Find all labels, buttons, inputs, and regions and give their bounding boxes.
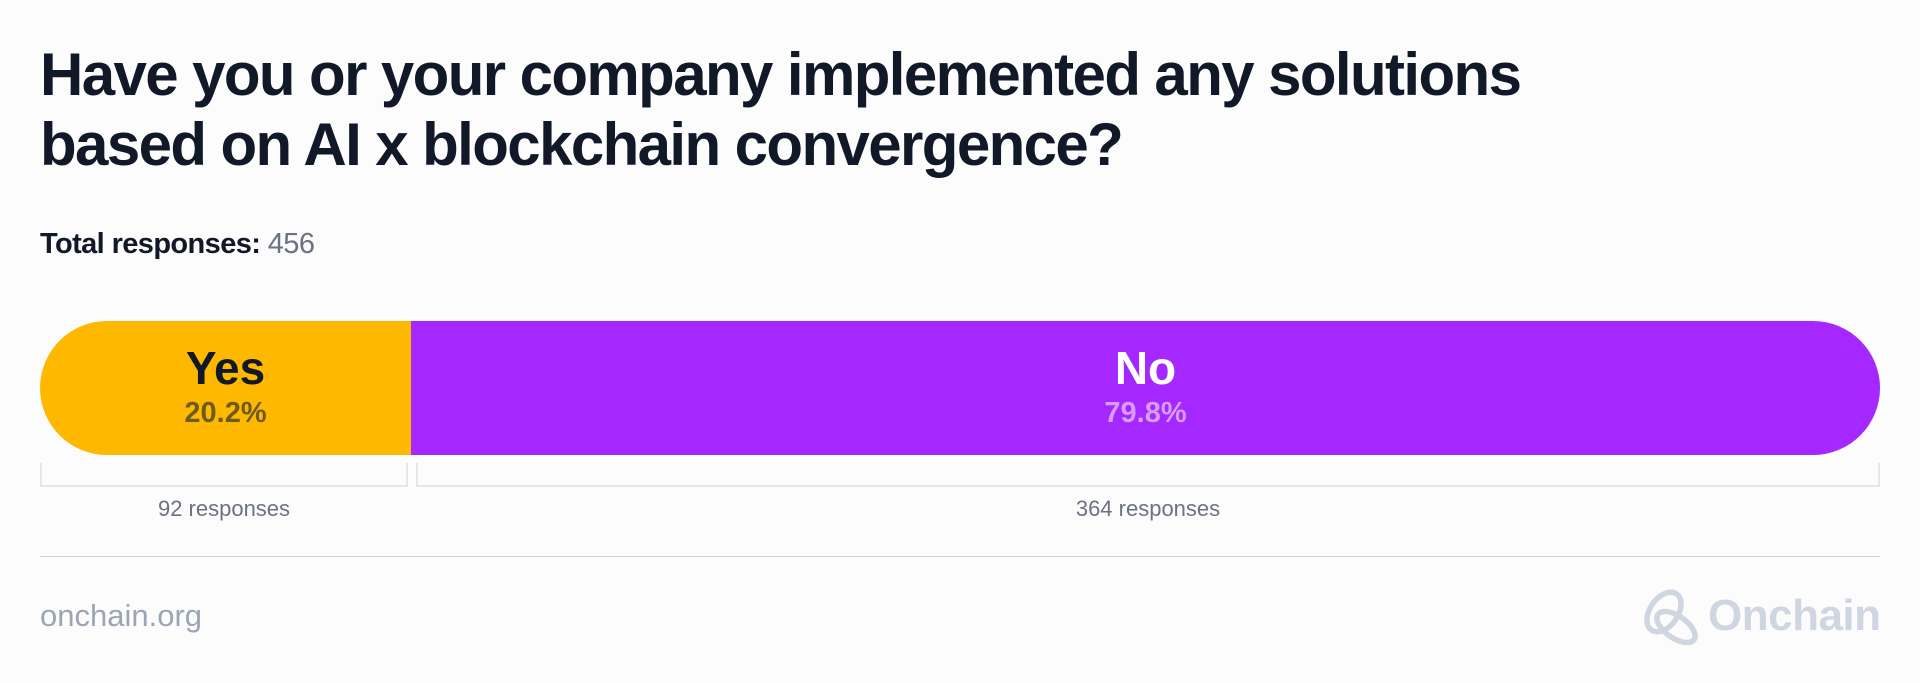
onchain-loop-logo-icon bbox=[1644, 589, 1698, 645]
response-count-no: 364 responses bbox=[1075, 496, 1221, 521]
chart-title-line-1: Have you or your company implemented any… bbox=[40, 41, 1522, 108]
total-responses: Total responses: 456 bbox=[40, 226, 315, 262]
chart-title-line-2: based on AI x blockchain convergence? bbox=[40, 111, 1124, 178]
bracket-no bbox=[416, 463, 1880, 487]
bar-segment-no: No 79.8% bbox=[411, 321, 1880, 455]
response-count-yes: 92 responses bbox=[157, 496, 291, 521]
total-responses-value: 456 bbox=[267, 228, 315, 260]
stacked-bar: Yes 20.2% No 79.8% bbox=[40, 321, 1880, 455]
segment-label-yes: Yes bbox=[185, 342, 266, 394]
chart-title: Have you or your company implemented any… bbox=[40, 40, 1640, 180]
segment-label-no: No bbox=[1114, 342, 1177, 394]
bracket-yes bbox=[40, 463, 408, 487]
brand-name: Onchain bbox=[1708, 591, 1881, 640]
footer-divider bbox=[40, 556, 1880, 557]
segment-percent-yes: 20.2% bbox=[184, 397, 267, 429]
bar-segment-yes: Yes 20.2% bbox=[40, 321, 411, 455]
site-url: onchain.org bbox=[40, 598, 203, 633]
total-responses-label: Total responses: bbox=[40, 228, 261, 260]
segment-percent-no: 79.8% bbox=[1104, 397, 1187, 429]
brand-logo: Onchain bbox=[1640, 586, 1881, 646]
